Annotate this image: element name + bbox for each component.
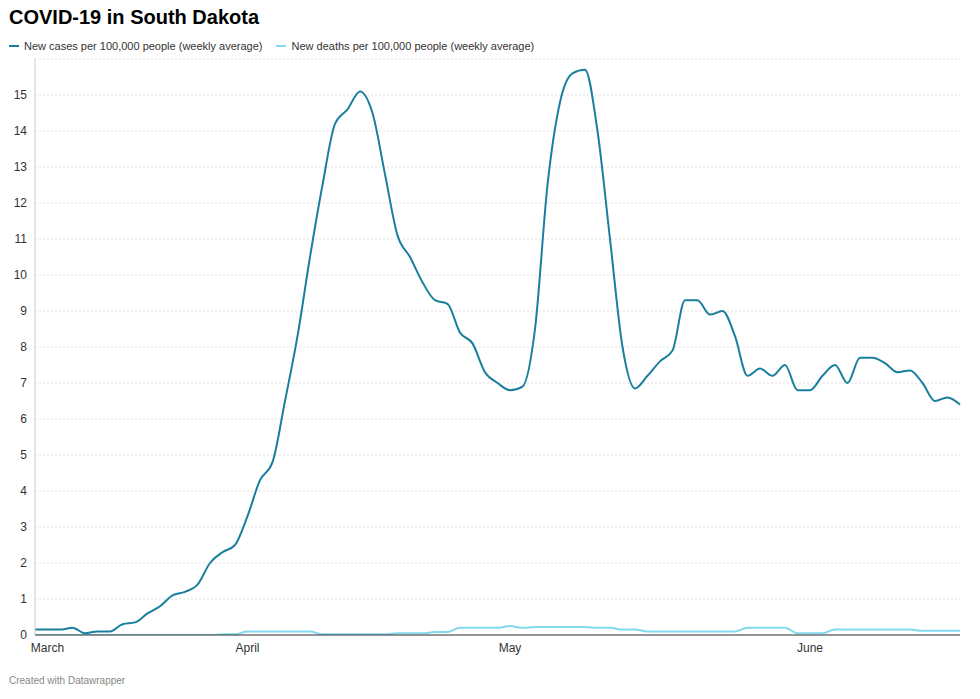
svg-text:1: 1 <box>20 592 27 606</box>
svg-text:May: May <box>499 641 522 655</box>
svg-text:12: 12 <box>14 196 28 210</box>
svg-text:10: 10 <box>14 268 28 282</box>
svg-text:7: 7 <box>20 376 27 390</box>
svg-text:15: 15 <box>14 88 28 102</box>
svg-text:4: 4 <box>20 484 27 498</box>
svg-text:6: 6 <box>20 412 27 426</box>
svg-text:13: 13 <box>14 160 28 174</box>
svg-text:5: 5 <box>20 448 27 462</box>
svg-text:3: 3 <box>20 520 27 534</box>
html-text:COVID-19 in South Dakota: COVID-19 in South Dakota <box>9 6 259 28</box>
svg-text:9: 9 <box>20 304 27 318</box>
svg-text:14: 14 <box>14 124 28 138</box>
html-text:Created with Datawrapper: Created with Datawrapper <box>9 675 126 686</box>
svg-text:0: 0 <box>20 628 27 642</box>
svg-text:11: 11 <box>15 232 28 246</box>
svg-text:June: June <box>797 641 823 655</box>
html-text:New cases per 100,000 people (: New cases per 100,000 people (weekly ave… <box>24 40 263 52</box>
svg-text:March: March <box>31 641 64 655</box>
svg-text:8: 8 <box>20 340 27 354</box>
html-text:New deaths per 100,000 people: New deaths per 100,000 people (weekly av… <box>291 40 535 52</box>
svg-text:2: 2 <box>20 556 27 570</box>
svg-text:April: April <box>235 641 259 655</box>
